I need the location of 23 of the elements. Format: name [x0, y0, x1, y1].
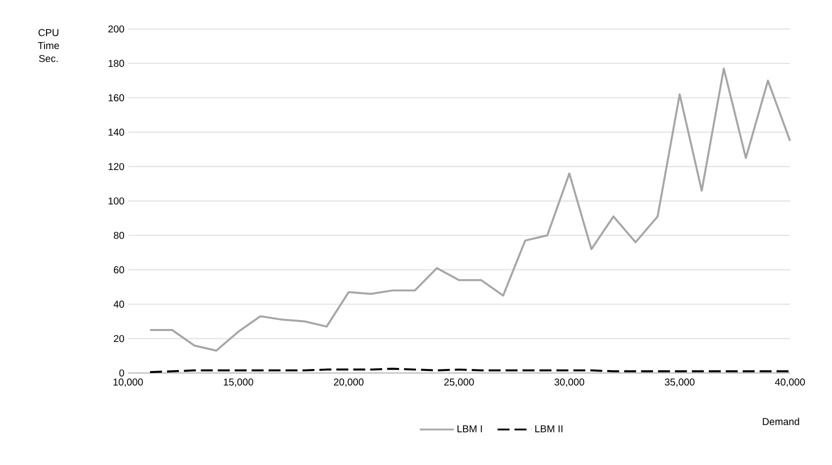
y-tick-label: 200 — [108, 25, 124, 33]
y-tick-label: 20 — [114, 335, 124, 342]
y-tick-label: 0 — [119, 369, 124, 377]
x-tick-label: 35,000 — [664, 378, 695, 387]
x-tick-label: 30,000 — [554, 378, 584, 387]
y-tick-label: 180 — [108, 60, 124, 67]
x-tick-label: 10,000 — [114, 378, 143, 387]
y-tick-label: 160 — [108, 94, 124, 102]
x-axis-title: Demand — [762, 418, 800, 426]
y-tick-label: 140 — [108, 128, 124, 136]
y-tick-label: 80 — [114, 232, 124, 239]
x-tick-label: 40,000 — [775, 378, 805, 387]
y-tick-label: 120 — [108, 163, 124, 170]
y-axis-title: CPU Time Sec. — [38, 29, 59, 62]
x-tick-label: 25,000 — [444, 378, 474, 387]
y-tick-label: 100 — [108, 197, 124, 205]
legend-label: LBM II — [535, 425, 562, 432]
line-series — [149, 68, 792, 352]
x-tick-label: 15,000 — [224, 378, 254, 387]
y-tick-label: 40 — [114, 300, 124, 308]
y-tick-label: 60 — [114, 266, 124, 274]
x-tick-label: 20,000 — [334, 378, 364, 387]
legend-label: LBM I — [458, 425, 482, 432]
